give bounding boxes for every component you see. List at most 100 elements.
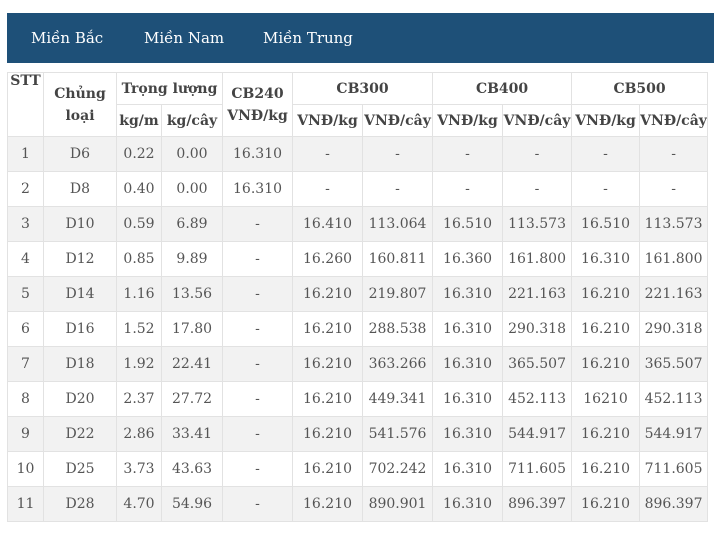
cell-cb300-vnd-cay: - (362, 171, 434, 207)
header-type-line1: Chủng (54, 85, 106, 102)
header-type-line2: loại (65, 107, 95, 124)
cell-cb300-vnd-kg: 16.410 (292, 206, 364, 242)
cell-kg-m: 1.52 (116, 311, 162, 347)
region-tab-bar: Miền Bắc Miền Nam Miền Trung (7, 13, 714, 63)
cell-cb240-vnd-kg: - (222, 346, 294, 382)
cell-cb500-vnd-kg: 16.210 (571, 311, 641, 347)
cell-cb400-vnd-kg: 16.310 (432, 311, 504, 347)
cell-stt: 10 (7, 451, 44, 487)
cell-cb400-vnd-kg: - (432, 136, 504, 172)
cell-cb300-vnd-cay: 702.242 (362, 451, 434, 487)
header-cb240-grade: CB240 (231, 85, 284, 102)
cell-cb300-vnd-cay: 541.576 (362, 416, 434, 452)
table-row: 10 D25 3.73 43.63-16.210 702.242 16.310 711.60… (7, 451, 709, 487)
cell-stt: 9 (7, 416, 44, 452)
cell-cb300-vnd-cay: - (362, 136, 434, 172)
cell-cb300-vnd-cay: 890.901 (362, 486, 434, 522)
table-row: 3 D10 0.59 6.89-16.410 113.064 16.510 113.573 1… (7, 206, 709, 242)
cell-cb500-vnd-kg: 16210 (571, 381, 641, 417)
cell-cb300-vnd-kg: 16.210 (292, 311, 364, 347)
cell-cb400-vnd-cay: 365.507 (502, 346, 573, 382)
cell-kg-cay: 0.00 (160, 136, 224, 172)
cell-cb300-vnd-cay: 288.538 (362, 311, 434, 347)
cell-cb240-vnd-kg: - (222, 416, 294, 452)
tab-mien-trung[interactable]: Miền Trung (263, 29, 353, 47)
cell-cb400-vnd-kg: 16.310 (432, 451, 504, 487)
header-cb240: CB240 VNĐ/kg (222, 72, 294, 137)
cell-cb500-vnd-cay: 365.507 (639, 346, 709, 382)
cell-cb400-vnd-kg: - (432, 171, 504, 207)
cell-type: D8 (43, 171, 117, 207)
cell-kg-m: 1.16 (116, 276, 162, 312)
cell-cb400-vnd-kg: 16.360 (432, 241, 504, 277)
cell-cb240-vnd-kg: 16.310 (222, 136, 294, 172)
cell-kg-m: 4.70 (116, 486, 162, 522)
cell-type: D10 (43, 206, 117, 242)
header-cb300: CB300 (292, 72, 434, 105)
tab-mien-nam[interactable]: Miền Nam (144, 29, 225, 47)
cell-stt: 4 (7, 241, 44, 277)
cell-cb400-vnd-cay: 896.397 (502, 486, 573, 522)
cell-cb240-vnd-kg: 16.310 (222, 171, 294, 207)
header-cb500-vnd-kg: VNĐ/kg (571, 104, 641, 137)
header-weight: Trọng lượng (115, 72, 224, 105)
cell-stt: 5 (7, 276, 44, 312)
cell-kg-m: 1.92 (116, 346, 162, 382)
cell-cb300-vnd-kg: 16.210 (292, 486, 364, 522)
header-cb500-vnd-cay: VNĐ/cây (639, 104, 709, 137)
cell-kg-m: 0.40 (116, 171, 162, 207)
header-kg-cay: kg/cây (160, 104, 224, 137)
cell-cb500-vnd-cay: 161.800 (639, 241, 709, 277)
cell-cb240-vnd-kg: - (222, 381, 294, 417)
cell-cb500-vnd-kg: 16.210 (571, 416, 641, 452)
header-cb300-vnd-cay: VNĐ/cây (362, 104, 434, 137)
cell-stt: 11 (7, 486, 44, 522)
cell-kg-m: 2.37 (116, 381, 162, 417)
cell-cb500-vnd-cay: 221.163 (639, 276, 709, 312)
cell-cb300-vnd-kg: - (292, 136, 364, 172)
cell-cb300-vnd-cay: 219.807 (362, 276, 434, 312)
cell-cb400-vnd-cay: 544.917 (502, 416, 573, 452)
cell-kg-cay: 13.56 (160, 276, 224, 312)
header-type: Chủng loại (43, 72, 117, 137)
cell-cb400-vnd-cay: 161.800 (502, 241, 573, 277)
cell-cb500-vnd-kg: - (571, 136, 641, 172)
table-row: 7 D18 1.92 22.41-16.210 363.266 16.310 365.507… (7, 346, 709, 382)
cell-cb500-vnd-cay: 113.573 (639, 206, 709, 242)
cell-cb400-vnd-cay: 290.318 (502, 311, 573, 347)
cell-cb300-vnd-kg: 16.210 (292, 416, 364, 452)
cell-stt: 2 (7, 171, 44, 207)
cell-cb400-vnd-kg: 16.310 (432, 346, 504, 382)
cell-cb300-vnd-cay: 113.064 (362, 206, 434, 242)
cell-stt: 1 (7, 136, 44, 172)
header-cb240-unit: VNĐ/kg (227, 107, 288, 124)
cell-cb500-vnd-cay: 452.113 (639, 381, 709, 417)
cell-stt: 7 (7, 346, 44, 382)
cell-cb400-vnd-kg: 16.510 (432, 206, 504, 242)
cell-cb300-vnd-kg: 16.210 (292, 346, 364, 382)
header-cb300-vnd-kg: VNĐ/kg (292, 104, 364, 137)
cell-cb500-vnd-cay: 290.318 (639, 311, 709, 347)
header-cb400: CB400 (432, 72, 573, 105)
cell-cb300-vnd-kg: - (292, 171, 364, 207)
cell-kg-cay: 33.41 (160, 416, 224, 452)
cell-cb400-vnd-cay: 452.113 (502, 381, 573, 417)
header-cb400-vnd-cay: VNĐ/cây (502, 104, 573, 137)
header-kg-m: kg/m (116, 104, 162, 137)
steel-price-table: STT Chủng loại Trọng lượng CB240 VNĐ/kg … (7, 72, 709, 522)
cell-kg-m: 0.22 (116, 136, 162, 172)
cell-type: D25 (43, 451, 117, 487)
cell-kg-m: 3.73 (116, 451, 162, 487)
cell-kg-cay: 43.63 (160, 451, 224, 487)
cell-cb500-vnd-cay: - (639, 136, 709, 172)
table-row: 8 D20 2.37 27.72-16.210 449.341 16.310 452.113… (7, 381, 709, 417)
cell-kg-cay: 54.96 (160, 486, 224, 522)
cell-cb300-vnd-kg: 16.210 (292, 381, 364, 417)
cell-cb240-vnd-kg: - (222, 486, 294, 522)
cell-cb300-vnd-kg: 16.210 (292, 451, 364, 487)
cell-cb240-vnd-kg: - (222, 276, 294, 312)
cell-type: D28 (43, 486, 117, 522)
cell-cb400-vnd-cay: 221.163 (502, 276, 573, 312)
tab-mien-bac[interactable]: Miền Bắc (31, 29, 104, 47)
cell-kg-cay: 9.89 (160, 241, 224, 277)
